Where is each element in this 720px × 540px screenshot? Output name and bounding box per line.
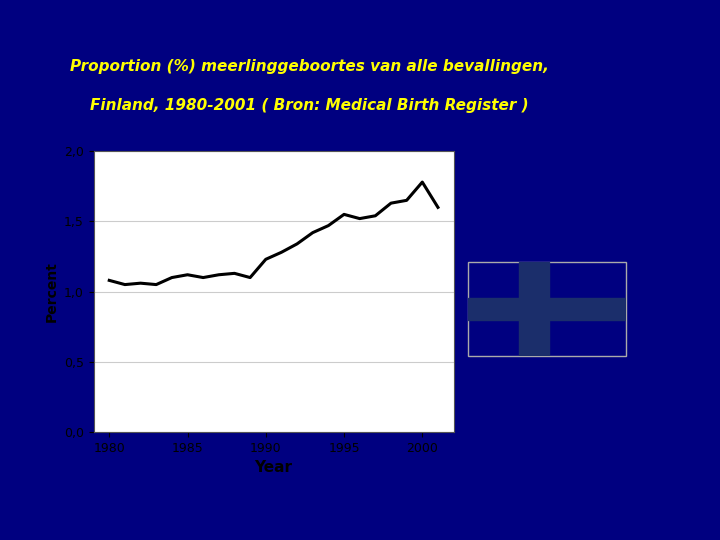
Text: Proportion (%) meerlinggeboortes van alle bevallingen,: Proportion (%) meerlinggeboortes van all… (70, 59, 549, 74)
Bar (518, 262, 549, 356)
Bar (468, 298, 626, 320)
Y-axis label: Percent: Percent (45, 261, 58, 322)
X-axis label: Year: Year (255, 460, 292, 475)
Text: Finland, 1980-2001 ( Bron: Medical Birth Register ): Finland, 1980-2001 ( Bron: Medical Birth… (90, 98, 529, 113)
